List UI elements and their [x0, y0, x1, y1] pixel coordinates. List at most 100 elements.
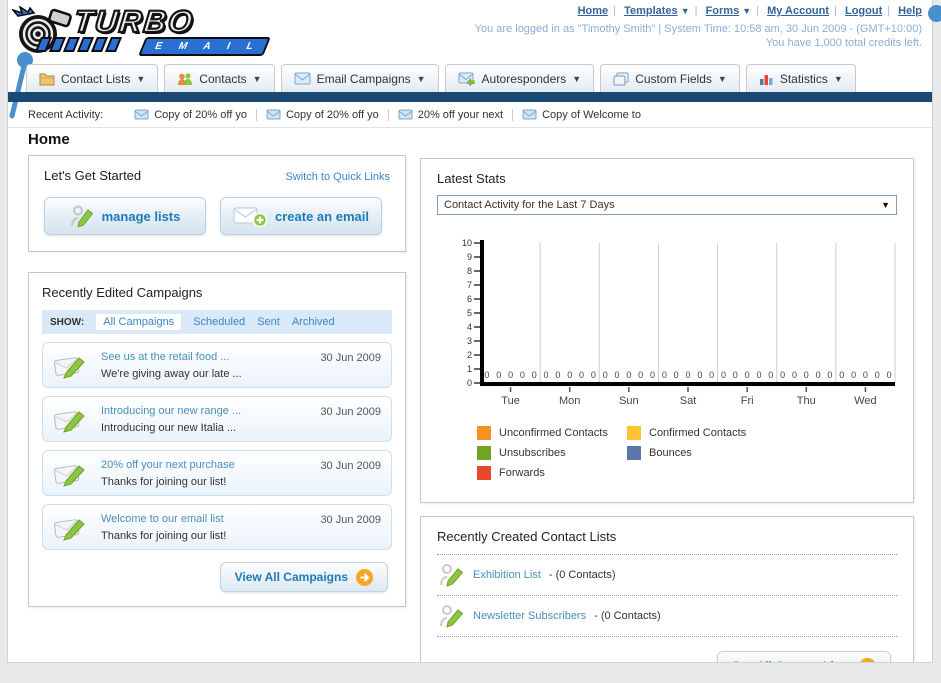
legend-item: Bounces [627, 446, 777, 460]
chevron-down-icon: ▼ [416, 73, 426, 84]
top-navigation: Home | Templates ▼ | Forms ▼ | My Account | … [577, 5, 922, 17]
contact-list-link[interactable]: Newsletter Subscribers [473, 610, 587, 622]
chevron-down-icon: ▼ [742, 6, 752, 16]
get-started-title: Let's Get Started [44, 168, 142, 183]
tab-autoresponders[interactable]: Autoresponders ▼ [444, 64, 595, 92]
svg-text:0: 0 [615, 370, 620, 380]
svg-text:0: 0 [638, 370, 643, 380]
recent-activity-item[interactable]: 20% off your next [389, 108, 514, 121]
filter-sent[interactable]: Sent [257, 316, 280, 328]
folder-icon [39, 73, 55, 85]
campaign-row[interactable]: Welcome to our email list Thanks for joi… [42, 504, 392, 550]
svg-text:0: 0 [851, 370, 856, 380]
recent-activity-label: Recent Activity: [28, 108, 104, 121]
campaign-row[interactable]: 20% off your next purchase Thanks for jo… [42, 450, 392, 496]
filter-all-campaigns[interactable]: All Campaigns [96, 314, 182, 330]
svg-text:0: 0 [733, 370, 738, 380]
chevron-down-icon: ▼ [881, 200, 890, 210]
create-email-button[interactable]: create an email [220, 197, 382, 235]
recent-activity-item[interactable]: Copy of Welcome to [513, 109, 650, 121]
svg-text:0: 0 [544, 370, 549, 380]
filter-archived[interactable]: Archived [291, 316, 335, 328]
legend-label: Unconfirmed Contacts [499, 427, 608, 439]
campaign-link[interactable]: 20% off your next purchase [101, 459, 235, 471]
svg-text:0: 0 [467, 378, 472, 388]
svg-text:10: 10 [462, 238, 472, 248]
svg-text:0: 0 [721, 370, 726, 380]
contact-activity-chart: 0 1 2 3 4 5 6 7 8 9 10 0 0 0 0 0 Tue 0 0 0 0 0 Mon 0 0 0 0 0 Sun 0 0 0 0… [451, 237, 897, 414]
campaign-link[interactable]: See us at the retail food ... [101, 351, 230, 363]
campaign-row[interactable]: Introducing our new range ... Introducin… [42, 396, 392, 442]
person-pencil-icon [440, 564, 464, 587]
legend-item: Unsubscribes [477, 446, 627, 460]
view-all-campaigns-button[interactable]: View All Campaigns [219, 562, 388, 592]
svg-text:0: 0 [674, 370, 679, 380]
autoresponder-icon [458, 72, 475, 86]
legend-swatch [627, 426, 641, 440]
envelope-icon [294, 72, 311, 85]
chevron-down-icon: ▼ [572, 73, 582, 84]
app-window: TURBO E M A I L Home | Templates ▼ | Forms… [7, 0, 933, 663]
filter-scheduled[interactable]: Scheduled [193, 316, 246, 328]
svg-text:0: 0 [792, 370, 797, 380]
nav-link-help[interactable]: Help [898, 5, 922, 17]
manage-lists-button[interactable]: manage lists [44, 197, 206, 235]
legend-label: Unsubscribes [499, 447, 566, 459]
tab-email-campaigns[interactable]: Email Campaigns ▼ [280, 64, 439, 92]
svg-text:Fri: Fri [741, 395, 754, 407]
svg-text:0: 0 [591, 370, 596, 380]
svg-text:0: 0 [626, 370, 631, 380]
svg-text:0: 0 [650, 370, 655, 380]
see-all-contact-lists-button[interactable]: See All Contact Lists [717, 651, 891, 662]
svg-text:0: 0 [839, 370, 844, 380]
campaign-link[interactable]: Introducing our new range ... [101, 405, 242, 417]
contacts-icon [178, 72, 193, 85]
svg-text:0: 0 [827, 370, 832, 380]
tab-custom-fields[interactable]: Custom Fields ▼ [600, 64, 740, 92]
legend-label: Confirmed Contacts [649, 427, 747, 439]
switch-quick-links[interactable]: Switch to Quick Links [285, 171, 390, 183]
contact-list-count: - (0 Contacts) [594, 610, 661, 622]
svg-text:0: 0 [508, 370, 513, 380]
recently-created-contact-lists-panel: Recently Created Contact Lists Exhibitio… [420, 516, 914, 662]
svg-text:0: 0 [532, 370, 537, 380]
tab-contact-lists[interactable]: Contact Lists ▼ [26, 64, 159, 92]
logo-subtitle: E M A I L [138, 37, 271, 56]
svg-text:Thu: Thu [797, 395, 816, 407]
contact-list-link[interactable]: Exhibition List [473, 569, 541, 581]
svg-text:0: 0 [887, 370, 892, 380]
arrow-right-icon [860, 657, 875, 662]
svg-text:0: 0 [685, 370, 690, 380]
campaign-date: 30 Jun 2009 [320, 460, 381, 472]
nav-link-logout[interactable]: Logout [844, 5, 883, 17]
svg-text:6: 6 [467, 294, 472, 304]
nav-link-my-account[interactable]: My Account [767, 5, 830, 17]
legend-item: Unconfirmed Contacts [477, 426, 627, 440]
contact-lists-title: Recently Created Contact Lists [437, 529, 617, 544]
contact-list-row[interactable]: Newsletter Subscribers - (0 Contacts) [437, 596, 897, 637]
legend-swatch [627, 446, 641, 460]
nav-link-forms[interactable]: Forms [705, 5, 740, 17]
envelope-pencil-icon [53, 357, 85, 379]
chevron-down-icon: ▼ [136, 73, 146, 84]
svg-text:0: 0 [603, 370, 608, 380]
tab-statistics[interactable]: Statistics ▼ [745, 64, 856, 92]
stats-period-select[interactable]: Contact Activity for the Last 7 Days ▼ [437, 195, 897, 215]
campaign-row[interactable]: See us at the retail food ... We're givi… [42, 342, 392, 388]
recent-activity-item[interactable]: Copy of 20% off yo [257, 108, 389, 121]
login-status-text: You are logged in as "Timothy Smith" | S… [474, 23, 922, 35]
nav-link-templates[interactable]: Templates [624, 5, 678, 17]
contact-list-row[interactable]: Exhibition List - (0 Contacts) [437, 555, 897, 596]
recent-activity-item[interactable]: Copy of 20% off yo [125, 108, 257, 121]
svg-text:0: 0 [745, 370, 750, 380]
latest-stats-panel: Latest Stats Contact Activity for the La… [420, 158, 914, 503]
arrow-right-icon [356, 568, 373, 586]
show-label: SHOW: [50, 316, 85, 328]
campaign-link[interactable]: Welcome to our email list [101, 513, 224, 525]
nav-link-home[interactable]: Home [577, 5, 609, 17]
logo-title: TURBO [71, 3, 197, 40]
page-title: Home [28, 131, 70, 148]
person-pencil-icon [440, 605, 464, 628]
svg-text:Wed: Wed [854, 395, 876, 407]
tab-contacts[interactable]: Contacts ▼ [164, 64, 275, 92]
